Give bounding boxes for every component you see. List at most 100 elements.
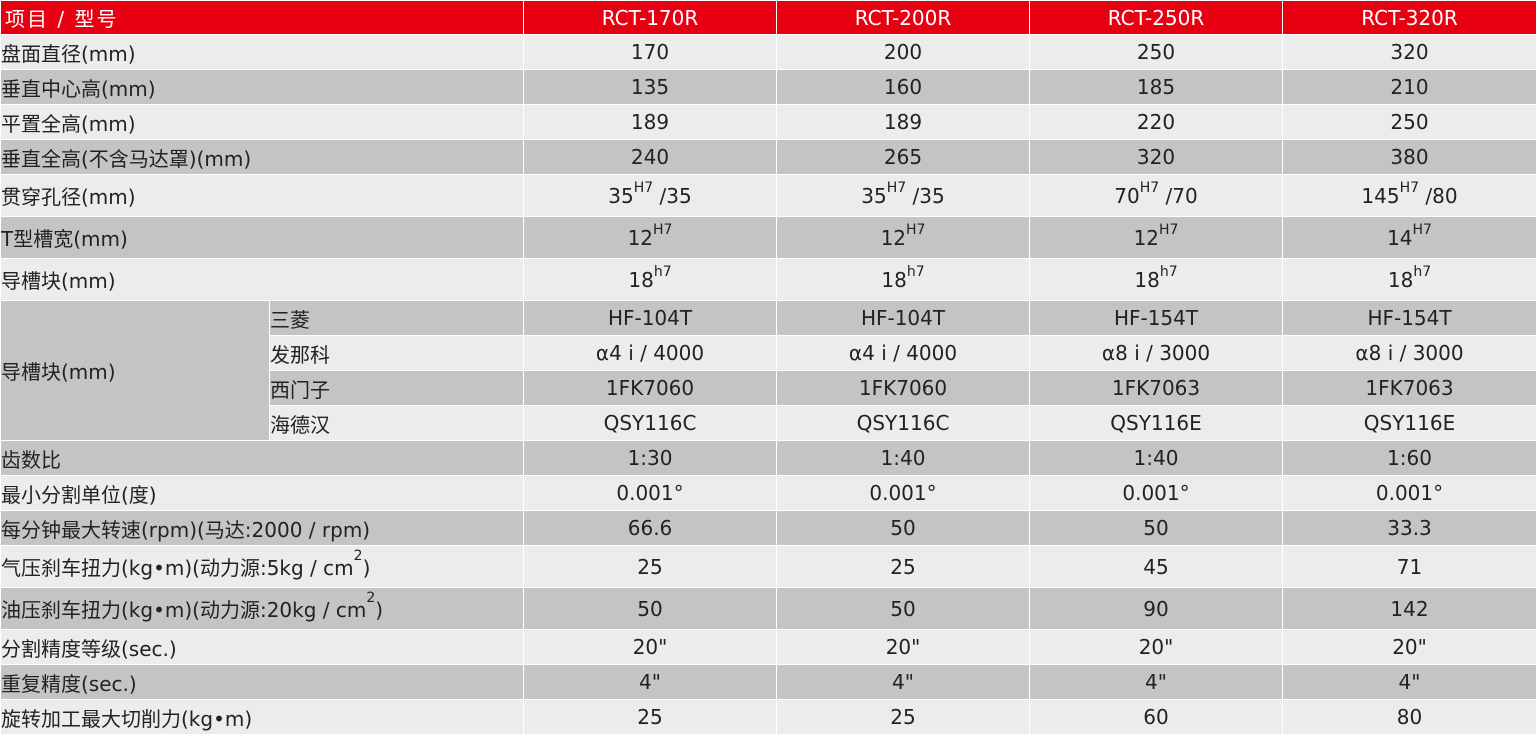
cell-suffix: /35 (906, 183, 945, 208)
motor-group-label: 导槽块(mm) (0, 300, 270, 441)
table-cell: 189 (523, 104, 778, 140)
row-label: 分割精度等级(sec.) (0, 629, 525, 665)
label-main: 气压刹车扭力(kg•m)(动力源:5kg / cm (1, 556, 354, 580)
table-cell: 142 (1282, 587, 1536, 630)
table-cell: 50 (776, 510, 1031, 546)
table-cell: 18h7 (1282, 258, 1536, 301)
table-cell: 1:30 (523, 440, 778, 476)
table-cell: 320 (1029, 139, 1284, 175)
cell-suffix: /70 (1159, 183, 1198, 208)
table-cell: HF-104T (776, 300, 1031, 336)
cell-suffix: /35 (653, 183, 692, 208)
cell-tolerance: h7 (653, 263, 672, 280)
cell-tolerance: h7 (1413, 263, 1432, 280)
cell-main: 70 (1114, 183, 1140, 208)
label-suffix: ) (362, 556, 371, 580)
header-row: 项目 / 型号 RCT-170R RCT-200R RCT-250R RCT-3… (0, 0, 1536, 35)
cell-main: 18 (628, 267, 654, 292)
table-cell: α4 i / 4000 (776, 335, 1031, 371)
table-cell: 50 (523, 587, 778, 630)
table-cell: 4" (523, 664, 778, 700)
table-cell: 35H7 /35 (776, 174, 1031, 217)
table-cell: QSY116C (776, 405, 1031, 441)
table-cell: 25 (523, 699, 778, 735)
header-label: 项目 / 型号 (0, 0, 525, 35)
table-cell: α8 i / 3000 (1029, 335, 1284, 371)
table-cell: 380 (1282, 139, 1536, 175)
table-cell: 80 (1282, 699, 1536, 735)
cell-tolerance: h7 (906, 263, 925, 280)
table-cell: HF-154T (1282, 300, 1536, 336)
table-cell: 12H7 (776, 216, 1031, 259)
table-cell: 210 (1282, 69, 1536, 105)
table-cell: 0.001° (1029, 475, 1284, 511)
cell-tolerance: H7 (633, 179, 654, 196)
table-row: 最小分割单位(度) 0.001° 0.001° 0.001° 0.001° (0, 475, 1536, 511)
row-label: 导槽块(mm) (0, 258, 525, 301)
motor-brand: 海德汉 (268, 405, 525, 441)
table-row: 旋转加工最大切削力(kg•m) 25 25 60 80 (0, 699, 1536, 735)
table-cell: 60 (1029, 699, 1284, 735)
table-cell: α8 i / 3000 (1282, 335, 1536, 371)
table-cell: 0.001° (776, 475, 1031, 511)
table-row: 贯穿孔径(mm) 35H7 /35 35H7 /35 70H7 /70 145H… (0, 174, 1536, 217)
table-cell: 25 (523, 545, 778, 588)
row-label: T型槽宽(mm) (0, 216, 525, 259)
table-cell: HF-154T (1029, 300, 1284, 336)
model-header: RCT-250R (1029, 0, 1284, 35)
motor-brand: 西门子 (268, 370, 525, 406)
table-cell: 1FK7060 (776, 370, 1031, 406)
table-row: 盘面直径(mm) 170 200 250 320 (0, 34, 1536, 70)
cell-main: 14 (1387, 225, 1413, 250)
cell-main: 12 (627, 225, 654, 250)
table-row: 发那科 α4 i / 4000 α4 i / 4000 α8 i / 3000 … (1, 335, 1536, 371)
table-row: 平置全高(mm) 189 189 220 250 (0, 104, 1536, 140)
model-header: RCT-200R (776, 0, 1031, 35)
cell-tolerance: H7 (886, 179, 907, 196)
row-label: 盘面直径(mm) (0, 34, 525, 70)
table-cell: 4" (1282, 664, 1536, 700)
table-cell: 4" (1029, 664, 1284, 700)
cell-main: 145 (1361, 183, 1400, 208)
table-cell: 200 (776, 34, 1031, 70)
cell-tolerance: H7 (906, 221, 926, 238)
row-label: 油压刹车扭力(kg•m)(动力源:20kg / cm2) (0, 587, 525, 630)
table-row: 导槽块(mm) 18h7 18h7 18h7 18h7 (0, 258, 1536, 301)
motor-brand: 三菱 (268, 300, 525, 336)
table-cell: 320 (1282, 34, 1536, 70)
table-cell: 18h7 (776, 258, 1031, 301)
cell-tolerance: H7 (1139, 179, 1160, 196)
table-cell: 90 (1029, 587, 1284, 630)
row-label: 齿数比 (0, 440, 525, 476)
table-cell: 66.6 (523, 510, 778, 546)
table-cell: 70H7 /70 (1029, 174, 1284, 217)
table-cell: 1:40 (1029, 440, 1284, 476)
table-cell: 0.001° (1282, 475, 1536, 511)
table-cell: 25 (776, 699, 1031, 735)
row-label: 平置全高(mm) (0, 104, 525, 140)
cell-main: 35 (608, 183, 634, 208)
table-cell: 71 (1282, 545, 1536, 588)
cell-tolerance: H7 (653, 221, 673, 238)
table-row: T型槽宽(mm) 12H7 12H7 12H7 14H7 (0, 216, 1536, 259)
row-label: 垂直全高(不含马达罩)(mm) (0, 139, 525, 175)
model-header: RCT-170R (523, 0, 778, 35)
table-cell: 14H7 (1282, 216, 1536, 259)
table-cell: 45 (1029, 545, 1284, 588)
cell-tolerance: H7 (1399, 179, 1420, 196)
table-cell: 170 (523, 34, 778, 70)
table-cell: α4 i / 4000 (523, 335, 778, 371)
table-cell: 265 (776, 139, 1031, 175)
table-cell: QSY116E (1029, 405, 1284, 441)
table-cell: 250 (1029, 34, 1284, 70)
table-cell: 220 (1029, 104, 1284, 140)
cell-main: 18 (881, 267, 907, 292)
table-cell: 50 (776, 587, 1031, 630)
cell-main: 18 (1387, 267, 1414, 292)
table-cell: 33.3 (1282, 510, 1536, 546)
table-cell: 1FK7063 (1029, 370, 1284, 406)
table-cell: 145H7 /80 (1282, 174, 1536, 217)
label-superscript: 2 (353, 548, 363, 564)
table-cell: 18h7 (523, 258, 778, 301)
